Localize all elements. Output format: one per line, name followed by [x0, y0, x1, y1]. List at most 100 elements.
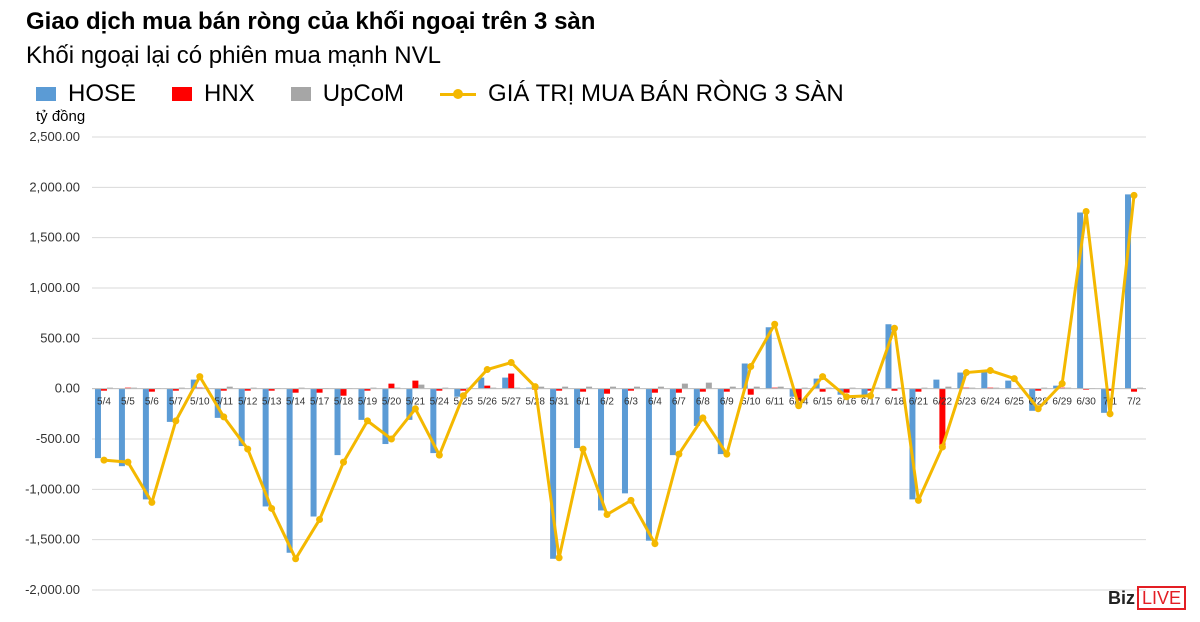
bar-hose: [382, 388, 389, 445]
x-tick-label: 5/5: [121, 397, 135, 408]
total-net-point: [699, 414, 707, 422]
total-net-point: [244, 445, 252, 453]
logo-biz-text: Biz: [1107, 587, 1135, 608]
bar-hose: [933, 379, 940, 389]
logo-live-text: LIVE: [1136, 586, 1186, 610]
bar-hose: [286, 388, 293, 553]
bar-hose: [598, 388, 605, 511]
bar-hnx: [819, 388, 826, 392]
total-net-point: [771, 320, 779, 328]
total-net-point: [435, 451, 443, 459]
bar-hnx: [604, 388, 611, 394]
bar-hose: [574, 388, 581, 449]
total-net-point: [1034, 405, 1042, 413]
total-net-point: [1010, 375, 1018, 383]
total-net-point: [220, 413, 228, 421]
x-tick-label: 5/14: [286, 397, 306, 408]
bar-hnx: [987, 387, 994, 389]
bar-upcom: [873, 387, 880, 389]
bar-upcom: [681, 383, 688, 389]
bar-hnx: [508, 373, 515, 389]
bar-hnx: [747, 388, 754, 395]
bar-hnx: [1035, 388, 1042, 391]
bar-upcom: [753, 386, 760, 389]
bar-hnx: [220, 388, 227, 391]
total-net-point: [1106, 410, 1114, 418]
bar-hnx: [867, 388, 874, 391]
bar-hose: [430, 388, 437, 454]
bar-hnx: [843, 388, 850, 393]
total-net-point: [675, 450, 683, 458]
bar-hose: [94, 388, 101, 459]
total-net-point: [1058, 380, 1066, 388]
x-tick-label: 6/8: [696, 397, 710, 408]
bar-hose: [166, 388, 173, 422]
bar-upcom: [538, 386, 545, 389]
x-tick-label: 6/3: [624, 397, 638, 408]
x-tick-label: 5/12: [238, 397, 258, 408]
bar-hnx: [627, 388, 634, 391]
legend-label-hose: HOSE: [68, 80, 137, 107]
y-tick-label: -500.00: [36, 431, 80, 446]
bar-hose: [454, 388, 461, 397]
bar-hnx: [1131, 388, 1138, 392]
bar-upcom: [442, 387, 449, 389]
bar-hnx: [891, 388, 898, 391]
bar-upcom: [226, 386, 233, 389]
bar-hose: [262, 388, 269, 507]
x-tick-label: 5/25: [454, 397, 474, 408]
y-tick-label: 2,000.00: [29, 179, 80, 194]
x-tick-label: 5/10: [190, 397, 210, 408]
bar-hose: [693, 388, 700, 426]
bar-hose: [190, 379, 197, 389]
bar-upcom: [586, 386, 593, 389]
y-tick-label: 1,000.00: [29, 280, 80, 295]
bar-hose: [717, 388, 724, 455]
total-net-point: [292, 555, 300, 563]
bizlive-logo: Biz LIVE: [1108, 586, 1186, 610]
x-tick-label: 5/13: [262, 397, 282, 408]
bar-hnx: [795, 388, 802, 401]
bar-hnx: [1059, 387, 1066, 389]
y-tick-label: -2,000.00: [25, 582, 80, 597]
bar-hnx: [675, 388, 682, 393]
x-tick-label: 5/19: [358, 397, 378, 408]
x-tick-label: 5/18: [334, 397, 354, 408]
total-net-point: [459, 392, 467, 400]
bar-upcom: [610, 386, 617, 389]
x-tick-label: 5/24: [430, 397, 450, 408]
x-tick-label: 7/2: [1127, 397, 1141, 408]
bar-hnx: [915, 388, 922, 392]
x-tick-label: 5/7: [169, 397, 183, 408]
bar-hnx: [580, 388, 587, 392]
bar-upcom: [801, 387, 808, 389]
bar-hose: [358, 388, 365, 420]
bar-hose: [1005, 380, 1012, 389]
bar-upcom: [993, 387, 1000, 389]
bar-hose: [1101, 388, 1108, 413]
bar-upcom: [514, 387, 521, 389]
bar-hnx: [436, 388, 443, 391]
legend-item-hose: HOSE: [36, 80, 136, 108]
x-tick-label: 6/18: [885, 397, 905, 408]
x-tick-label: 6/21: [909, 397, 929, 408]
y-tick-label: 1,500.00: [29, 230, 80, 245]
bar-hose: [550, 388, 557, 559]
total-net-point: [914, 496, 922, 504]
y-tick-label: 500.00: [40, 330, 80, 345]
bar-hose: [909, 388, 916, 500]
bar-hose: [478, 377, 485, 389]
x-tick-label: 5/31: [549, 397, 569, 408]
bar-hnx: [172, 388, 179, 391]
y-axis-label: tỷ đồng: [36, 108, 86, 125]
total-net-point: [387, 435, 395, 443]
total-net-line: [103, 195, 1136, 561]
bar-hnx: [316, 388, 323, 393]
total-net-point: [962, 369, 970, 377]
bar-hose: [741, 363, 748, 389]
bar-hnx: [292, 388, 299, 393]
legend-item-upcom: UpCoM: [290, 80, 404, 108]
bar-hose: [669, 388, 676, 456]
total-net-point: [124, 458, 132, 466]
bar-upcom: [562, 386, 569, 389]
